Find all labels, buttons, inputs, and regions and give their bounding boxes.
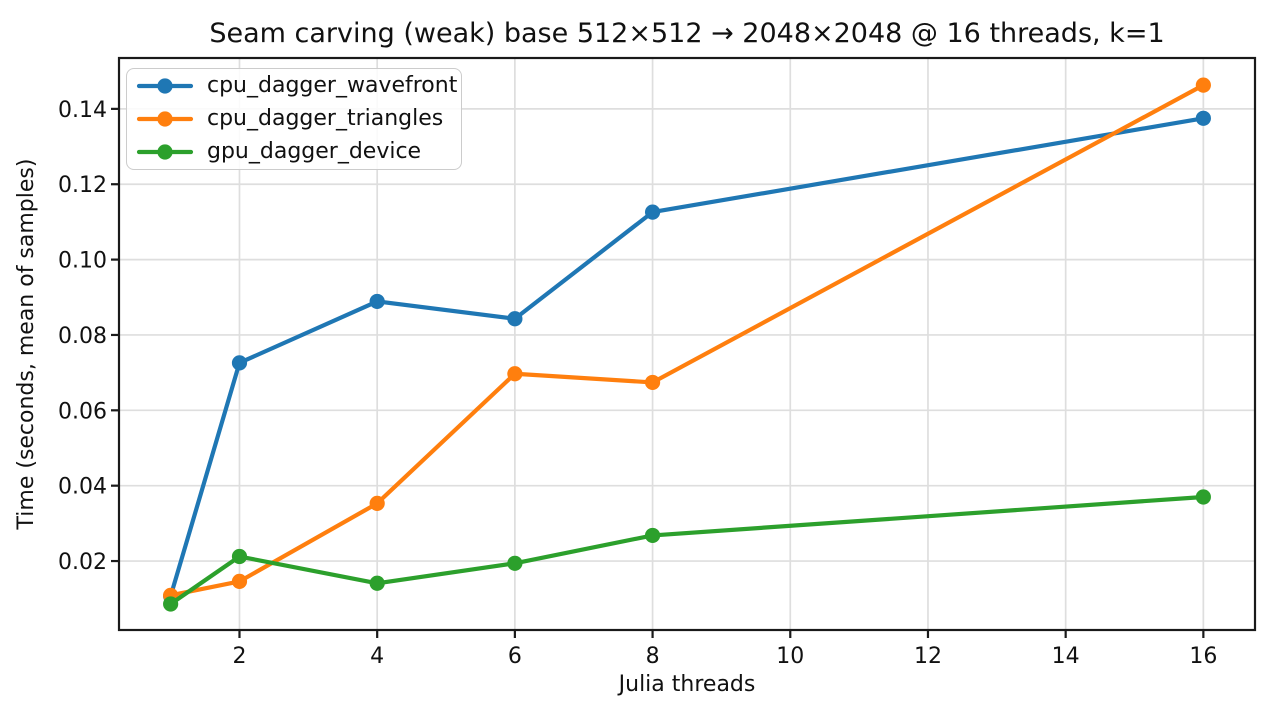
- data-point-gpu_dagger_device: [507, 555, 523, 571]
- y-tick-label: 0.06: [58, 399, 107, 424]
- y-tick-label: 0.02: [58, 550, 107, 575]
- y-tick-label: 0.12: [58, 173, 107, 198]
- data-point-cpu_dagger_wavefront: [1195, 110, 1211, 126]
- data-point-cpu_dagger_triangles: [231, 573, 248, 589]
- series-line-cpu_dagger_wavefront: [168, 116, 1206, 599]
- legend: cpu_dagger_wavefront cpu_dagger_triangle…: [126, 68, 462, 170]
- y-tick-label: 0.08: [58, 324, 107, 349]
- y-tick-label: 0.10: [58, 249, 107, 274]
- data-point-cpu_dagger_triangles: [644, 374, 661, 391]
- x-tick-label: 2: [232, 644, 246, 669]
- line-marker-sample-icon: [136, 78, 194, 94]
- x-tick-label: 10: [776, 644, 804, 669]
- legend-label: gpu_dagger_device: [207, 139, 422, 165]
- data-point-gpu_dagger_device: [231, 548, 248, 565]
- x-axis-label: Julia threads: [618, 672, 756, 697]
- data-point-gpu_dagger_device: [163, 596, 179, 612]
- chart-title: Seam carving (weak) base 512×512 → 2048×…: [209, 18, 1165, 49]
- x-tick-label: 6: [508, 644, 522, 669]
- data-point-cpu_dagger_wavefront: [507, 311, 523, 327]
- x-tick-label: 16: [1189, 644, 1217, 669]
- data-point-cpu_dagger_triangles: [1195, 77, 1211, 93]
- data-point-gpu_dagger_device: [369, 575, 385, 591]
- data-point-cpu_dagger_wavefront: [644, 204, 661, 220]
- data-point-gpu_dagger_device: [1195, 489, 1211, 505]
- legend-item-gpu-dagger-device: gpu_dagger_device: [136, 136, 461, 169]
- y-axis-label: Time (seconds, mean of samples): [14, 158, 39, 530]
- line-marker-sample-icon: [136, 111, 194, 127]
- x-tick-label: 4: [370, 644, 384, 669]
- legend-item-cpu-dagger-triangles: cpu_dagger_triangles: [136, 102, 461, 135]
- legend-item-cpu-dagger-wavefront: cpu_dagger_wavefront: [136, 69, 461, 102]
- data-point-cpu_dagger_triangles: [507, 366, 523, 382]
- legend-label: cpu_dagger_wavefront: [207, 72, 458, 98]
- data-point-cpu_dagger_wavefront: [369, 293, 385, 310]
- series-line-cpu_dagger_triangles: [168, 83, 1206, 598]
- legend-label: cpu_dagger_triangles: [207, 105, 444, 131]
- axes-spines: [117, 56, 1257, 632]
- series-line-gpu_dagger_device: [168, 494, 1206, 607]
- data-point-cpu_dagger_triangles: [369, 495, 385, 511]
- y-tick-label: 0.14: [58, 98, 107, 123]
- x-tick-label: 14: [1052, 644, 1080, 669]
- x-tick-label: 8: [646, 644, 660, 669]
- data-point-cpu_dagger_wavefront: [231, 355, 248, 371]
- y-tick-label: 0.04: [58, 475, 107, 500]
- line-marker-sample-icon: [136, 144, 194, 160]
- x-tick-label: 12: [914, 644, 942, 669]
- data-point-gpu_dagger_device: [644, 527, 661, 544]
